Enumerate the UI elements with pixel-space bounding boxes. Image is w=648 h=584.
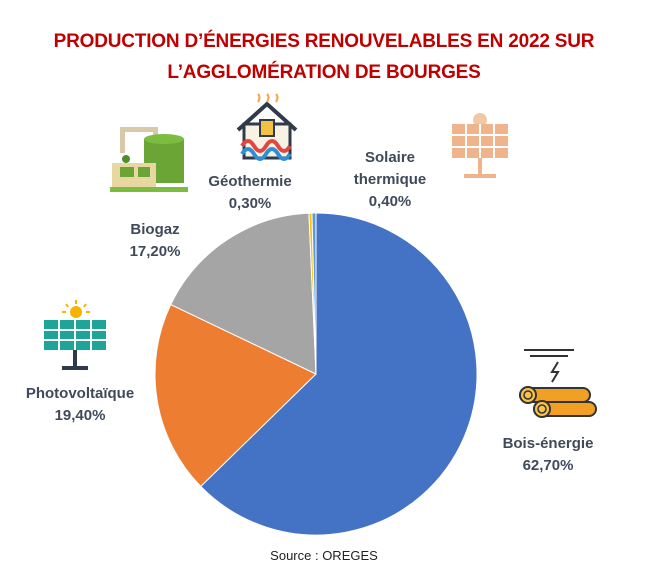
pie-slice-bois-energie — [200, 212, 478, 536]
label-geothermie-name: Géothermie — [208, 173, 292, 190]
label-bois-energie: Bois-énergie 62,70% — [493, 433, 603, 477]
label-biogaz-name: Biogaz — [130, 221, 180, 238]
geothermal-house-icon — [236, 93, 298, 161]
label-geothermie-value: 0,30% — [228, 195, 272, 212]
label-geothermie: Géothermie 0,30% — [205, 171, 295, 215]
chart-title: PRODUCTION D’ÉNERGIES RENOUVELABLES EN 2… — [0, 26, 648, 88]
solar-thermal-icon — [452, 113, 508, 178]
label-bois-value: 62,70% — [522, 457, 574, 474]
chart-title-line-2: L’AGGLOMÉRATION DE BOURGES — [167, 62, 481, 83]
biogas-plant-icon — [110, 127, 188, 192]
pie-slice-biogaz — [170, 212, 317, 375]
label-biogaz-value: 17,20% — [129, 243, 181, 260]
label-solaire-thermique: Solaire thermique 0,40% — [340, 147, 440, 213]
label-photovoltaique: Photovoltaïque 19,40% — [10, 383, 150, 427]
chart-title-line-1: PRODUCTION D’ÉNERGIES RENOUVELABLES EN 2… — [53, 31, 595, 52]
label-solaire-name-1: Solaire — [364, 149, 416, 166]
solar-panel-icon — [44, 300, 106, 370]
label-solaire-name-2: thermique — [353, 171, 427, 188]
wood-logs-icon — [519, 349, 597, 418]
label-photovoltaique-value: 19,40% — [54, 407, 106, 424]
label-bois-name: Bois-énergie — [502, 435, 594, 452]
label-biogaz: Biogaz 17,20% — [110, 219, 200, 263]
source-note: Source : OREGES — [270, 548, 378, 563]
pie-slice-photovoltaique — [154, 303, 317, 488]
label-photovoltaique-name: Photovoltaïque — [25, 385, 135, 402]
pie-slices — [154, 212, 478, 536]
label-solaire-value: 0,40% — [368, 193, 412, 210]
pie-slice-solaire-thermique — [311, 212, 317, 375]
